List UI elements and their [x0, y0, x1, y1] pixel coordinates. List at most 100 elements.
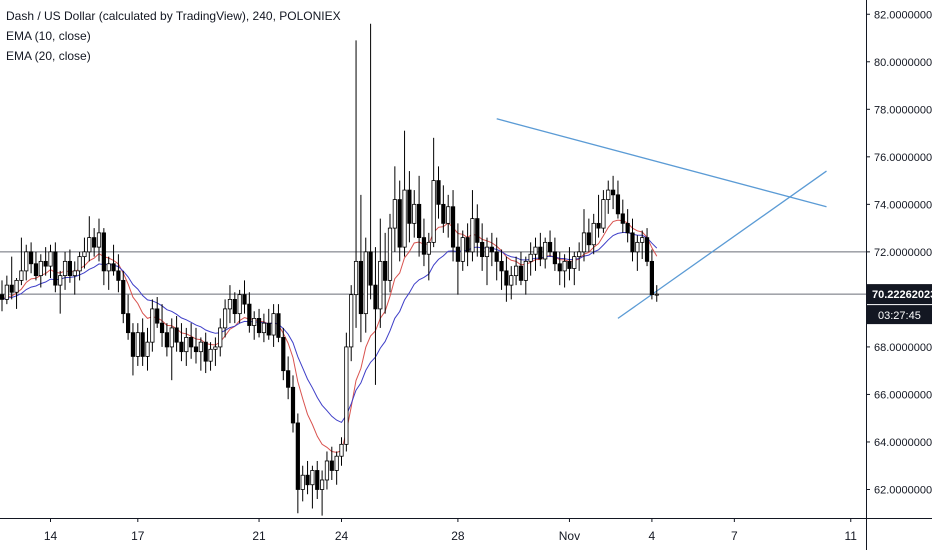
- candle-body[interactable]: [572, 256, 577, 269]
- candle-body[interactable]: [96, 232, 102, 248]
- candle-body[interactable]: [630, 232, 635, 253]
- trendline-support[interactable]: [617, 170, 827, 319]
- candle-body[interactable]: [654, 293, 659, 296]
- candle-body[interactable]: [208, 348, 213, 362]
- candle-body[interactable]: [431, 180, 436, 243]
- candle-body[interactable]: [581, 232, 587, 253]
- candle-body[interactable]: [436, 180, 441, 205]
- candle-body[interactable]: [640, 237, 645, 243]
- candle-body[interactable]: [58, 275, 63, 286]
- candle-body[interactable]: [174, 327, 179, 343]
- candle-body[interactable]: [261, 322, 267, 334]
- candle-body[interactable]: [203, 341, 208, 362]
- candle-body[interactable]: [446, 206, 451, 224]
- candle-body[interactable]: [286, 370, 291, 388]
- candle-body[interactable]: [552, 251, 558, 265]
- candle-body[interactable]: [470, 218, 475, 253]
- candle-body[interactable]: [644, 237, 650, 262]
- candle-body[interactable]: [319, 479, 325, 490]
- candle-body[interactable]: [514, 265, 519, 277]
- candle-body[interactable]: [533, 246, 538, 255]
- candle-body[interactable]: [101, 232, 106, 272]
- candle-body[interactable]: [116, 270, 121, 281]
- candle-body[interactable]: [77, 256, 82, 272]
- candle-body[interactable]: [310, 470, 315, 486]
- candle-body[interactable]: [218, 327, 223, 348]
- candle-body[interactable]: [130, 332, 136, 357]
- candle-body[interactable]: [586, 232, 591, 246]
- candle-body[interactable]: [276, 313, 281, 338]
- candle-body[interactable]: [82, 251, 87, 258]
- candle-body[interactable]: [601, 199, 606, 229]
- candle-body[interactable]: [416, 203, 422, 239]
- candle-body[interactable]: [649, 260, 655, 296]
- candle-body[interactable]: [504, 270, 509, 286]
- candle-body[interactable]: [9, 284, 14, 293]
- candle-body[interactable]: [329, 460, 334, 471]
- candle-body[interactable]: [24, 251, 29, 272]
- candle-body[interactable]: [344, 346, 349, 445]
- candle-body[interactable]: [557, 263, 562, 272]
- candle-body[interactable]: [164, 332, 169, 348]
- candle-body[interactable]: [67, 260, 72, 277]
- ema10-legend[interactable]: EMA (10, close): [6, 29, 91, 43]
- candle-body[interactable]: [591, 222, 596, 246]
- candle-body[interactable]: [140, 332, 145, 357]
- candle-body[interactable]: [378, 260, 383, 310]
- candle-body[interactable]: [43, 260, 48, 267]
- candle-body[interactable]: [363, 251, 368, 315]
- candle-body[interactable]: [567, 260, 572, 269]
- candle-body[interactable]: [62, 260, 68, 277]
- candle-body[interactable]: [155, 308, 160, 324]
- candle-body[interactable]: [106, 263, 111, 272]
- candle-body[interactable]: [412, 203, 417, 224]
- candle-body[interactable]: [266, 322, 271, 336]
- candle-body[interactable]: [33, 263, 39, 277]
- candle-body[interactable]: [358, 260, 364, 315]
- candle-body[interactable]: [271, 313, 276, 336]
- candle-body[interactable]: [126, 313, 131, 334]
- candle-body[interactable]: [402, 189, 407, 248]
- candle-body[interactable]: [324, 460, 330, 481]
- candle-body[interactable]: [193, 346, 199, 353]
- candle-body[interactable]: [397, 199, 402, 248]
- candle-body[interactable]: [222, 308, 228, 329]
- candle-body[interactable]: [596, 222, 601, 229]
- candle-body[interactable]: [543, 241, 548, 260]
- candle-body[interactable]: [480, 241, 485, 258]
- candle-body[interactable]: [499, 260, 504, 272]
- candle-body[interactable]: [611, 189, 616, 196]
- candle-body[interactable]: [577, 251, 582, 258]
- candle-body[interactable]: [475, 218, 480, 243]
- candle-body[interactable]: [150, 308, 155, 343]
- candle-body[interactable]: [256, 318, 262, 334]
- candle-body[interactable]: [353, 260, 359, 296]
- candle-body[interactable]: [290, 386, 296, 424]
- candle-body[interactable]: [625, 222, 630, 234]
- candle-body[interactable]: [72, 270, 77, 277]
- candle-body[interactable]: [334, 455, 339, 471]
- candle-body[interactable]: [300, 474, 305, 490]
- candle-body[interactable]: [232, 298, 237, 315]
- candle-body[interactable]: [189, 337, 194, 348]
- candle-body[interactable]: [538, 246, 543, 260]
- candle-body[interactable]: [509, 275, 514, 286]
- candle-body[interactable]: [145, 341, 150, 357]
- candle-body[interactable]: [518, 265, 524, 281]
- candle-body[interactable]: [87, 237, 92, 253]
- candle-body[interactable]: [179, 341, 184, 353]
- candle-body[interactable]: [606, 189, 611, 200]
- candle-body[interactable]: [407, 189, 412, 224]
- candle-body[interactable]: [349, 294, 354, 348]
- trendline-resistance[interactable]: [496, 118, 827, 208]
- candle-body[interactable]: [465, 237, 470, 253]
- candle-body[interactable]: [315, 470, 320, 490]
- candle-body[interactable]: [392, 199, 397, 229]
- candle-body[interactable]: [635, 241, 640, 253]
- candle-body[interactable]: [213, 346, 218, 350]
- candle-body[interactable]: [305, 474, 310, 486]
- candle-body[interactable]: [494, 251, 499, 262]
- candle-body[interactable]: [339, 443, 344, 457]
- candle-body[interactable]: [135, 332, 140, 357]
